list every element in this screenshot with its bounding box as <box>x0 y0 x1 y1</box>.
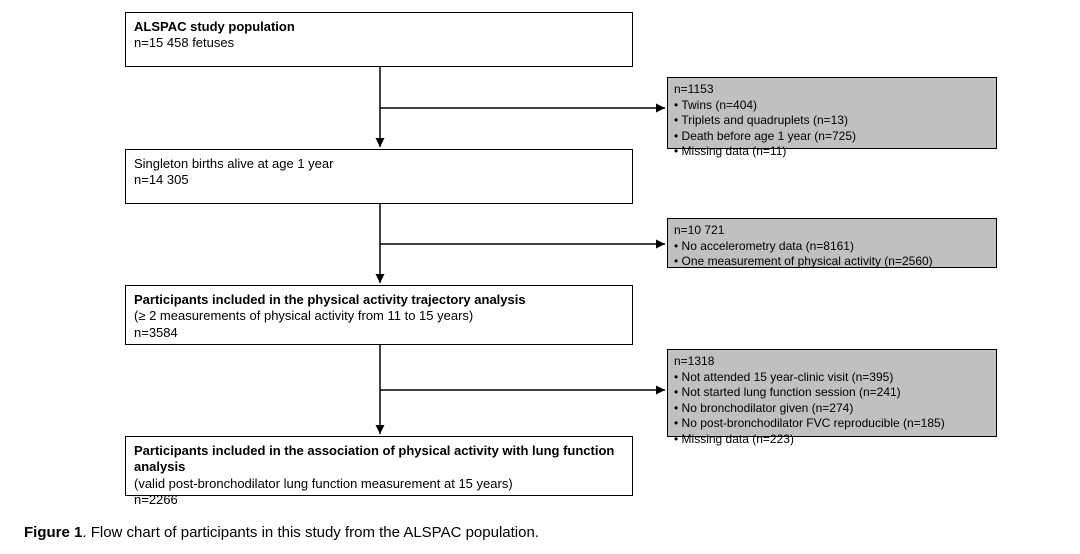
side-box-1: n=1153 • Twins (n=404) • Triplets and qu… <box>667 77 997 149</box>
side3-b1: • Not started lung function session (n=2… <box>674 385 990 401</box>
side3-b3: • No post-bronchodilator FVC reproducibl… <box>674 416 990 432</box>
side3-header: n=1318 <box>674 354 990 370</box>
side3-b0: • Not attended 15 year-clinic visit (n=3… <box>674 370 990 386</box>
box2-line2: n=14 305 <box>134 172 624 188</box>
box3-sub1: (≥ 2 measurements of physical activity f… <box>134 308 473 323</box>
figure-caption: Figure 1. Flow chart of participants in … <box>24 524 539 541</box>
box3-title: Participants included in the physical ac… <box>134 292 526 307</box>
figure-caption-text: . Flow chart of participants in this stu… <box>82 524 539 541</box>
box4-sub1: (valid post-bronchodilator lung function… <box>134 476 513 491</box>
side-box-3: n=1318 • Not attended 15 year-clinic vis… <box>667 349 997 437</box>
figure-caption-label: Figure 1 <box>24 524 82 541</box>
side1-b1: • Triplets and quadruplets (n=13) <box>674 113 990 129</box>
box1-sub: n=15 458 fetuses <box>134 35 624 51</box>
side2-b1: • One measurement of physical activity (… <box>674 254 990 270</box>
main-box-1: ALSPAC study population n=15 458 fetuses <box>125 12 633 67</box>
box4-sub2: n=2266 <box>134 492 178 507</box>
main-box-2: Singleton births alive at age 1 year n=1… <box>125 149 633 204</box>
side2-header: n=10 721 <box>674 223 990 239</box>
side-box-2: n=10 721 • No accelerometry data (n=8161… <box>667 218 997 268</box>
side3-b4: • Missing data (n=223) <box>674 432 990 448</box>
flowchart-canvas: ALSPAC study population n=15 458 fetuses… <box>0 0 1080 554</box>
box3-sub2: n=3584 <box>134 325 178 340</box>
main-box-4: Participants included in the association… <box>125 436 633 496</box>
box1-title: ALSPAC study population <box>134 19 624 35</box>
side1-b0: • Twins (n=404) <box>674 98 990 114</box>
side3-b2: • No bronchodilator given (n=274) <box>674 401 990 417</box>
side1-b3: • Missing data (n=11) <box>674 144 990 160</box>
side1-header: n=1153 <box>674 82 990 98</box>
side1-b2: • Death before age 1 year (n=725) <box>674 129 990 145</box>
box2-line1: Singleton births alive at age 1 year <box>134 156 624 172</box>
box4-title: Participants included in the association… <box>134 443 614 474</box>
main-box-3: Participants included in the physical ac… <box>125 285 633 345</box>
side2-b0: • No accelerometry data (n=8161) <box>674 239 990 255</box>
